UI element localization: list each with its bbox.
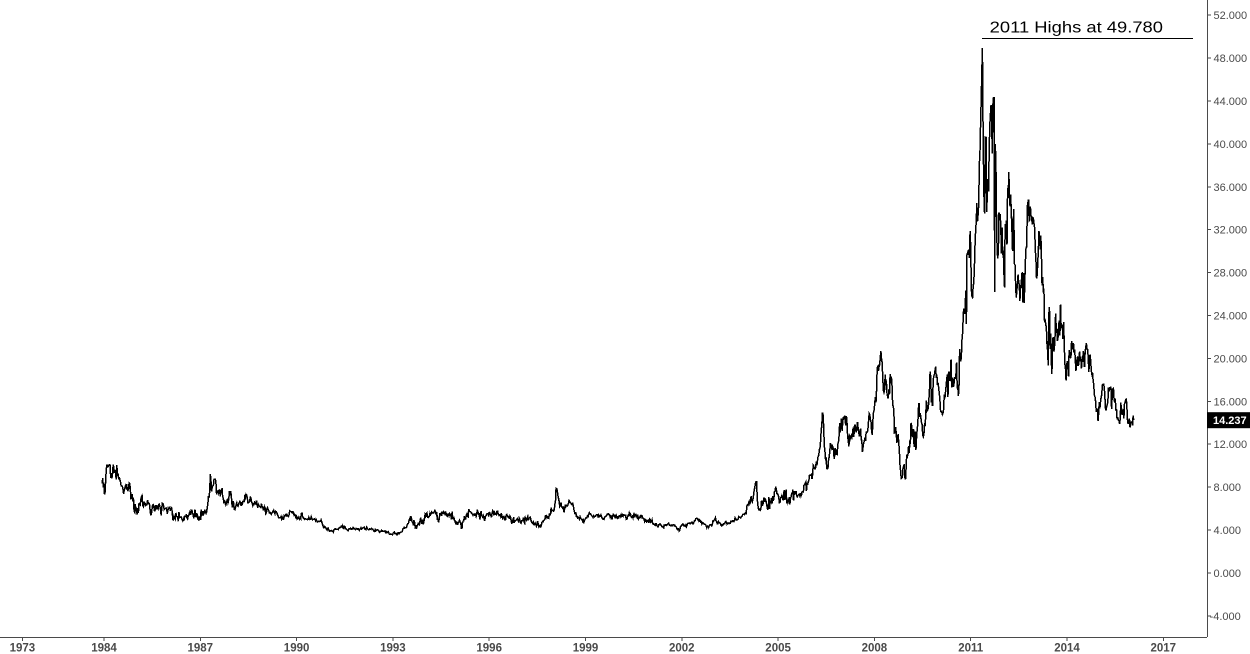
svg-text:8.000: 8.000 [1214, 482, 1242, 494]
svg-text:28.000: 28.000 [1214, 268, 1248, 280]
svg-text:2002: 2002 [669, 643, 695, 654]
svg-text:1973: 1973 [10, 643, 36, 654]
svg-text:-4.000: -4.000 [1210, 611, 1241, 623]
svg-text:2008: 2008 [862, 643, 888, 654]
svg-text:1987: 1987 [188, 643, 214, 654]
svg-text:0.000: 0.000 [1214, 568, 1242, 580]
svg-text:1996: 1996 [476, 643, 502, 654]
svg-text:1993: 1993 [380, 643, 406, 654]
svg-text:16.000: 16.000 [1214, 396, 1248, 408]
svg-text:52.000: 52.000 [1214, 10, 1248, 22]
svg-text:1984: 1984 [91, 643, 117, 654]
svg-text:14.237: 14.237 [1213, 415, 1247, 427]
svg-text:32.000: 32.000 [1214, 225, 1248, 237]
svg-text:2014: 2014 [1054, 643, 1080, 654]
svg-text:1999: 1999 [573, 643, 599, 654]
svg-text:20.000: 20.000 [1214, 353, 1248, 365]
svg-text:2005: 2005 [765, 643, 791, 654]
svg-text:12.000: 12.000 [1214, 439, 1248, 451]
svg-text:24.000: 24.000 [1214, 311, 1248, 323]
svg-text:44.000: 44.000 [1214, 96, 1248, 108]
svg-text:2011: 2011 [958, 643, 984, 654]
svg-text:36.000: 36.000 [1214, 182, 1248, 194]
svg-text:40.000: 40.000 [1214, 139, 1248, 151]
svg-text:2017: 2017 [1151, 643, 1177, 654]
svg-text:1990: 1990 [284, 643, 310, 654]
svg-text:2011 Highs at 49.780: 2011 Highs at 49.780 [990, 19, 1163, 36]
svg-text:48.000: 48.000 [1214, 53, 1248, 65]
svg-text:4.000: 4.000 [1214, 525, 1242, 537]
